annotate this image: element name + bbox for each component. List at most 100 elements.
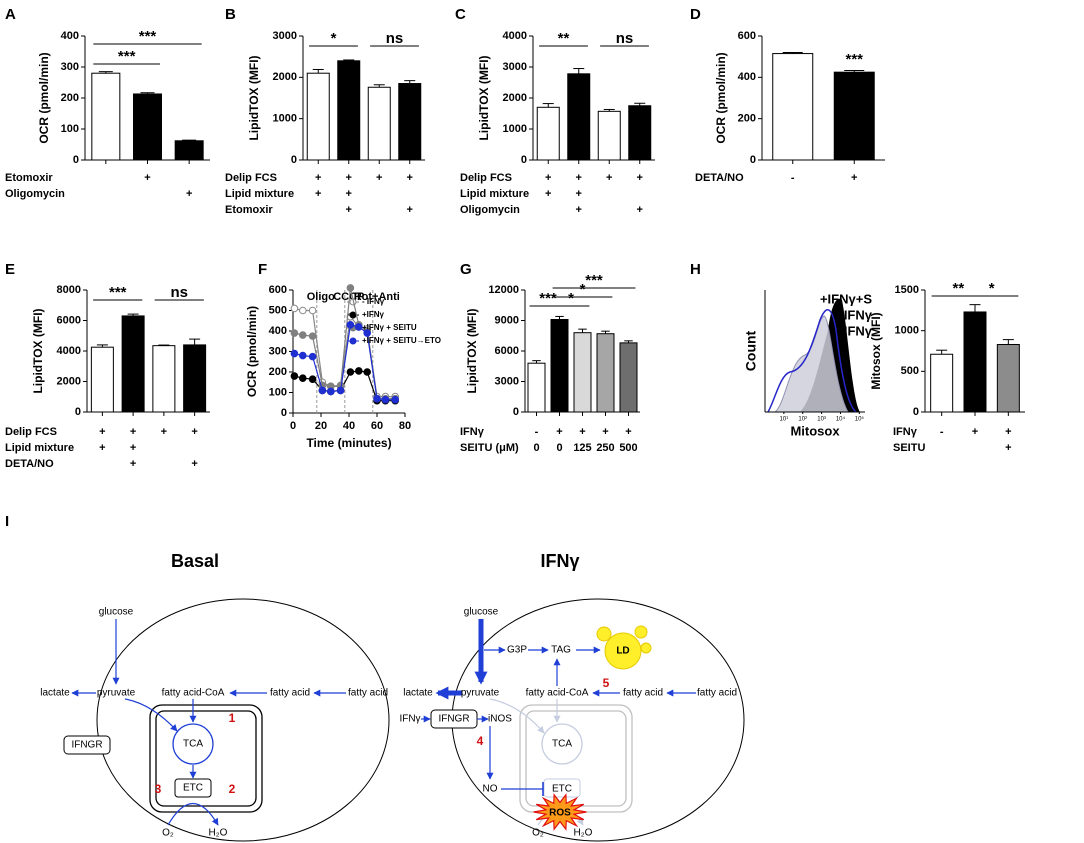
panel-letter: G [460,261,472,278]
legend-label: +IFNγ+S [820,291,872,306]
significance-label: *** [539,290,557,307]
bar [152,345,176,413]
node-label: fatty acid [348,688,388,699]
y-tick-label: 0 [73,154,79,166]
treatment-mark: 0 [556,442,562,454]
treatment-label: Lipid mixture [460,188,529,200]
y-axis-label: Count [743,330,759,371]
series-point [308,375,317,383]
step-number: 1 [229,711,236,725]
arrow [124,698,178,732]
node-label: fatty acid-CoA [162,688,225,699]
significance-label: *** [585,272,603,289]
node-label: iNOS [488,714,512,725]
treatment-mark: + [407,172,413,184]
y-axis-label: OCR (pmol/min) [37,52,51,143]
node-label: O₂ [162,828,174,839]
panel-letter: D [690,6,701,23]
y-tick-label: 400 [61,30,79,42]
treatment-mark: + [191,426,197,438]
y-axis-label: LipidTOX (MFI) [247,55,261,140]
bar [597,110,621,161]
ros-burst [533,793,587,831]
node-label: fatty acid-CoA [526,688,589,699]
treatment-mark: + [972,426,978,438]
legend-label: - IFNγ [362,297,385,306]
bar [596,333,615,413]
y-tick-label: 4000 [57,345,81,357]
panel-letter: E [5,261,15,278]
y-tick-label: 1000 [895,325,919,337]
y-axis-label: LipidTOX (MFI) [477,55,491,140]
x-tick-label: 10¹ [780,417,789,423]
treatment-mark: + [1005,442,1011,454]
y-tick-label: 0 [281,407,287,419]
legend-label: +IFNγ + SEITU→ETO [362,336,441,345]
bar [833,71,875,161]
treatment-label: Oligomycin [5,188,65,200]
treatment-mark: 500 [619,442,637,454]
treatment-mark: 250 [596,442,614,454]
treatment-mark: + [315,172,321,184]
treatment-mark: + [144,172,150,184]
node-label: lactate [40,688,70,699]
y-tick-label: 1500 [895,284,919,296]
y-tick-label: 1000 [503,123,527,135]
lipid-droplet [634,625,648,639]
series-point [355,367,363,375]
node-label: IFNGR [71,740,102,751]
treatment-mark: + [346,172,352,184]
treatment-mark: + [346,204,352,216]
legend-label: +IFNγ [362,310,385,319]
treatment-mark: + [606,172,612,184]
treatment-mark: + [130,458,136,470]
node-label: NO [483,784,498,795]
treatment-label: IFNγ [893,426,918,438]
treatment-mark: 125 [573,442,591,454]
x-tick-label: 20 [315,420,327,432]
significance-label: ns [616,30,634,47]
treatment-mark: + [161,426,167,438]
legend-marker [349,337,357,345]
treatment-label: SEITU (μM) [460,442,519,454]
legend-label: +IFNγ + SEITU [362,323,417,332]
node-label: fatty acid [623,688,663,699]
legend-label: +IFNγ [836,323,873,338]
treatment-mark: + [130,442,136,454]
bar [930,353,954,413]
treatment-label: Oligomycin [460,204,520,216]
treatment-mark: + [1005,426,1011,438]
series-point [308,352,317,361]
significance-label: ** [952,280,964,297]
series-point [363,329,372,337]
y-tick-label: 0 [913,406,919,418]
treatment-mark: - [940,426,944,438]
series-point [355,323,363,331]
series-point [299,306,307,315]
treatment-mark: + [99,426,105,438]
histogram-curve [767,309,857,413]
bar [527,362,546,413]
bar [628,105,652,161]
significance-label: * [580,281,586,298]
y-tick-label: 2000 [503,92,527,104]
bar [996,343,1020,413]
treatment-mark: + [576,188,582,200]
lipid-droplet [596,626,612,642]
etc-box [543,778,581,798]
x-tick-label: 40 [343,420,355,432]
y-axis-label: OCR (pmol/min) [714,52,728,143]
significance-label: * [568,290,574,307]
node-label: pyruvate [97,688,136,699]
y-tick-label: 100 [61,123,79,135]
diagram-title: Basal [171,551,219,571]
node-label: fatty acid [270,688,310,699]
treatment-mark: - [535,426,539,438]
y-tick-label: 8000 [57,284,81,296]
tca-cycle [172,723,214,765]
series-point [290,304,299,313]
panel-letter: A [5,6,16,23]
y-tick-label: 3000 [503,61,527,73]
step-number: 4 [477,734,484,748]
y-tick-label: 2000 [273,71,297,83]
